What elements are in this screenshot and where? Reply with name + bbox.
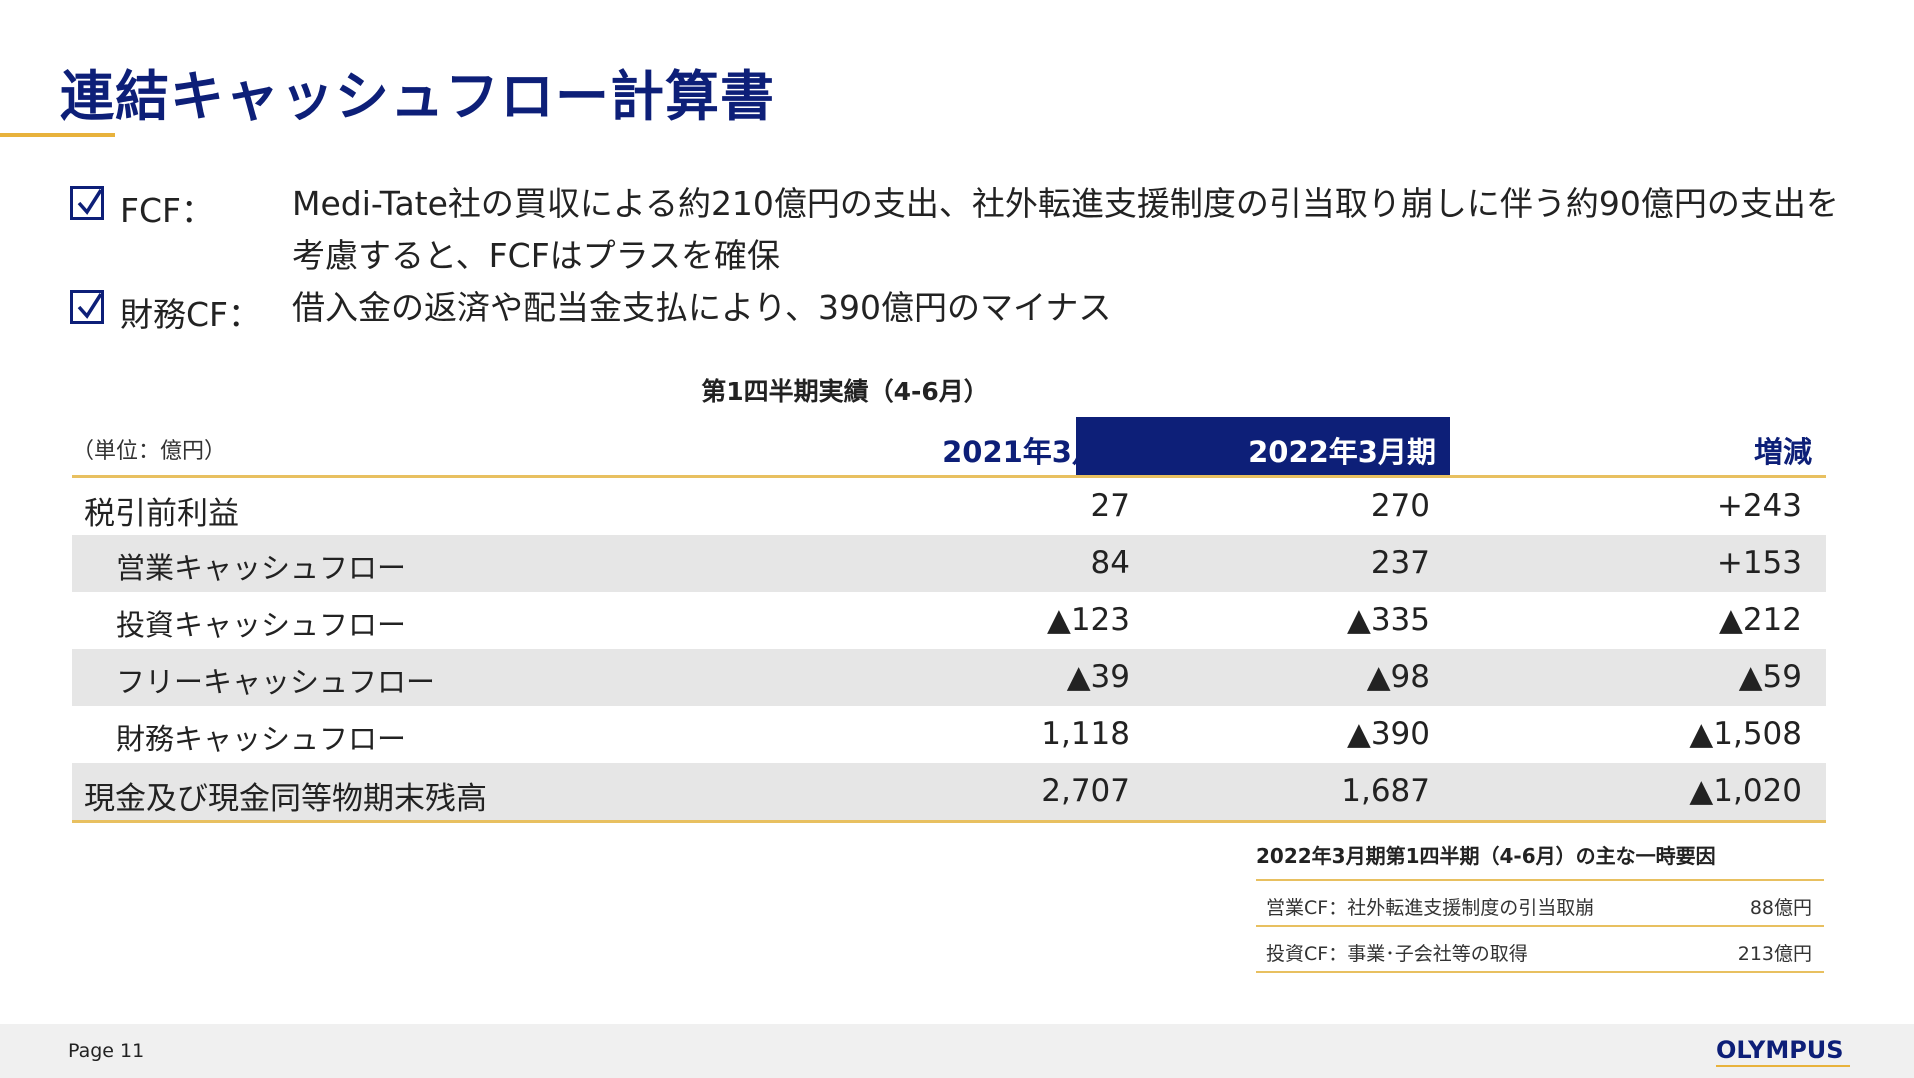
note-row: 営業CF：社外転進支援制度の引当取崩 88億円 (1256, 881, 1824, 927)
table-header: （単位：億円） 2021年3月期 2022年3月期 増減 (72, 417, 1826, 478)
row-label: 税引前利益 (84, 496, 239, 532)
table-row: 現金及び現金同等物期末残高 2,707 1,687 ▲1,020 (72, 763, 1826, 823)
table-row: 税引前利益 27 270 +243 (72, 478, 1826, 535)
row-label: フリーキャッシュフロー (116, 665, 436, 699)
note-title: 2022年3月期第1四半期（4-6月）の主な一時要因 (1256, 840, 1824, 881)
cell-change: +153 (1716, 545, 1802, 581)
bullet-label: FCF： (120, 191, 215, 230)
cell-change: ▲59 (1738, 659, 1802, 695)
cell-fy2022: ▲335 (1346, 602, 1430, 638)
cell-fy2021: 27 (1090, 488, 1130, 524)
column-header-fy2022: 2022年3月期 (1076, 417, 1450, 475)
cell-fy2021: 84 (1090, 545, 1130, 581)
note-value: 213億円 (1737, 943, 1812, 965)
cell-fy2022: ▲98 (1366, 659, 1430, 695)
cashflow-table: （単位：億円） 2021年3月期 2022年3月期 増減 税引前利益 27 27… (72, 417, 1826, 823)
bullet-text: 借入金の返済や配当金支払により、390億円のマイナス (292, 288, 1112, 327)
column-header-change: 増減 (1753, 435, 1812, 469)
cell-fy2022: 270 (1370, 488, 1430, 524)
one-time-factors-note: 2022年3月期第1四半期（4-6月）の主な一時要因 営業CF：社外転進支援制度… (1256, 840, 1824, 973)
title-underline (0, 133, 115, 137)
unit-label: （単位：億円） (72, 439, 227, 464)
page-title: 連結キャッシュフロー計算書 (60, 65, 775, 128)
note-row: 投資CF：事業･子会社等の取得 213億円 (1256, 927, 1824, 973)
table-row: 営業キャッシュフロー 84 237 +153 (72, 535, 1826, 592)
cell-change: +243 (1716, 488, 1802, 524)
checkbox-icon (70, 186, 104, 220)
bullet-fcf: FCF： Medi-Tate社の買収による約210億円の支出、社外転進支援制度の… (70, 178, 1870, 282)
note-label: 投資CF：事業･子会社等の取得 (1266, 943, 1528, 965)
table-row: 財務キャッシュフロー 1,118 ▲390 ▲1,508 (72, 706, 1826, 763)
table-row: 投資キャッシュフロー ▲123 ▲335 ▲212 (72, 592, 1826, 649)
note-label: 営業CF：社外転進支援制度の引当取崩 (1266, 897, 1595, 919)
bullet-text: Medi-Tate社の買収による約210億円の支出、社外転進支援制度の引当取り崩… (292, 184, 1839, 275)
cell-fy2022: 1,687 (1341, 773, 1430, 809)
cell-fy2022: ▲390 (1346, 716, 1430, 752)
cell-change: ▲1,508 (1689, 716, 1802, 752)
cell-fy2021: ▲39 (1066, 659, 1130, 695)
page-number: Page 11 (68, 1040, 145, 1062)
cell-change: ▲1,020 (1689, 773, 1802, 809)
bullet-label: 財務CF： (120, 295, 262, 334)
cell-fy2021: 1,118 (1041, 716, 1130, 752)
row-label: 現金及び現金同等物期末残高 (84, 781, 487, 817)
row-label: 財務キャッシュフロー (116, 722, 407, 756)
column-header-label: 2022年3月期 (1248, 435, 1436, 469)
cell-fy2021: 2,707 (1041, 773, 1130, 809)
summary-bullets: FCF： Medi-Tate社の買収による約210億円の支出、社外転進支援制度の… (70, 178, 1870, 334)
cell-fy2021: ▲123 (1046, 602, 1130, 638)
row-label: 投資キャッシュフロー (116, 608, 407, 642)
cell-change: ▲212 (1718, 602, 1802, 638)
table-caption: 第1四半期実績（4-6月） (701, 377, 989, 406)
cell-fy2022: 237 (1370, 545, 1430, 581)
footer-bar: Page 11 OLYMPUS (0, 1024, 1914, 1078)
checkbox-icon (70, 290, 104, 324)
bullet-financing-cf: 財務CF： 借入金の返済や配当金支払により、390億円のマイナス (70, 282, 1870, 334)
company-logo: OLYMPUS (1716, 1036, 1844, 1064)
row-label: 営業キャッシュフロー (116, 551, 407, 585)
note-value: 88億円 (1749, 897, 1812, 919)
logo-underline (1716, 1065, 1850, 1067)
table-row: フリーキャッシュフロー ▲39 ▲98 ▲59 (72, 649, 1826, 706)
